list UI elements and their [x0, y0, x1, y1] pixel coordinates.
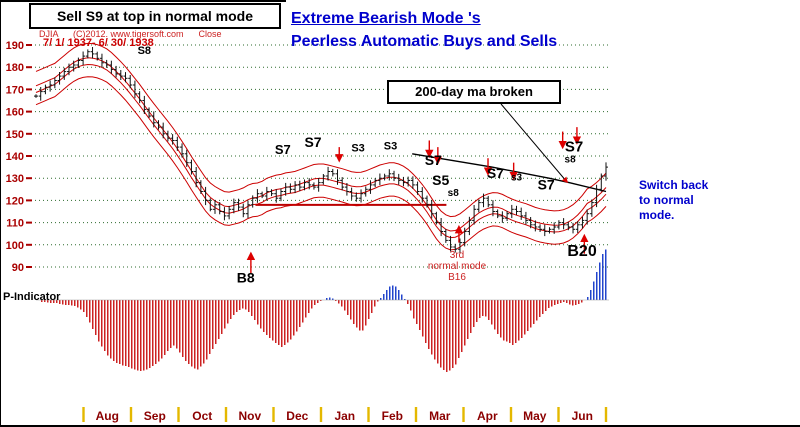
month-tick [272, 407, 275, 422]
y-tick-label: 140 [6, 151, 24, 163]
month-label: Oct [192, 409, 212, 423]
signal-label: S7 [275, 142, 291, 157]
y-tick-label: 130 [6, 173, 24, 185]
month-label: Mar [429, 409, 451, 423]
month-label: Apr [477, 409, 498, 423]
month-tick [177, 407, 180, 422]
signal-label: S7 [487, 165, 504, 181]
month-tick [224, 407, 228, 422]
month-tick [509, 407, 513, 422]
y-tick-label: 110 [6, 218, 24, 230]
month-tick [462, 407, 465, 422]
month-label: Nov [238, 409, 261, 423]
signal-label: S7 [565, 139, 583, 156]
source-line: DJIA (C)2012. www.tigersoft.com Close [39, 29, 222, 39]
signal-label: S3 [351, 143, 364, 155]
month-label: Sep [144, 409, 166, 423]
y-tick-label: 150 [6, 129, 24, 141]
month-tick [129, 407, 133, 422]
p-indicator-label: P-Indicator [3, 291, 61, 303]
month-tick [319, 407, 323, 422]
signal-label: B8 [237, 270, 255, 286]
signal-label: B20 [567, 243, 596, 260]
month-tick [82, 407, 85, 422]
month-label: Jan [334, 409, 355, 423]
month-label: Dec [286, 409, 308, 423]
y-tick-label: 180 [6, 62, 24, 74]
ma200-line [412, 153, 607, 193]
p-indicator-histogram [36, 249, 609, 372]
month-tick [557, 407, 560, 422]
signal-label: S8 [138, 45, 151, 57]
ma-broken-pointer-line [500, 103, 568, 184]
third-normal-mode-note: 3rd normal mode B16 [427, 250, 487, 283]
ma-broken-box: 200-day ma broken [387, 80, 561, 104]
sell-note-box: Sell S9 at top in normal mode [29, 3, 281, 29]
price-bars [34, 47, 608, 254]
y-tick-label: 170 [6, 84, 24, 96]
date-range: 7/ 1/ 1937- 6/ 30/ 1938 [43, 37, 154, 49]
signal-label: S5 [432, 172, 449, 188]
ma-bands [35, 42, 607, 251]
y-tick-label: 100 [6, 240, 24, 252]
grid-and-y-axis: 190 180 170 160 150 140 130 120 110 100 90 [6, 40, 609, 274]
y-tick-label: 120 [6, 195, 24, 207]
month-tick [414, 407, 418, 422]
month-label: May [523, 409, 547, 423]
month-label: Aug [96, 409, 119, 423]
chart-title-line2: Peerless Automatic Buys and Sells [291, 33, 558, 50]
y-tick-label: 190 [6, 40, 24, 52]
signal-arrows [246, 127, 589, 274]
month-label: Jun [572, 409, 593, 423]
signal-label: S7 [304, 134, 321, 150]
month-tick [367, 407, 370, 422]
month-label: Feb [382, 409, 403, 423]
signal-label: s3 [511, 172, 523, 183]
y-tick-label: 90 [12, 262, 24, 274]
signal-label: s8 [565, 155, 577, 166]
switch-mode-note: Switch back to normal mode. [639, 178, 709, 222]
top-border-line [1, 0, 286, 2]
signal-label: s8 [448, 188, 460, 199]
signal-label: S7 [425, 152, 442, 168]
y-tick-label: 160 [6, 107, 24, 119]
month-tick [604, 407, 608, 422]
signal-label: S7 [538, 176, 555, 192]
month-axis: Aug Sep Oct Nov Dec Jan Feb Mar Apr May Jun [82, 407, 608, 423]
signal-label: S3 [384, 140, 397, 152]
chart-title-line1: Extreme Bearish Mode 's [291, 10, 481, 27]
